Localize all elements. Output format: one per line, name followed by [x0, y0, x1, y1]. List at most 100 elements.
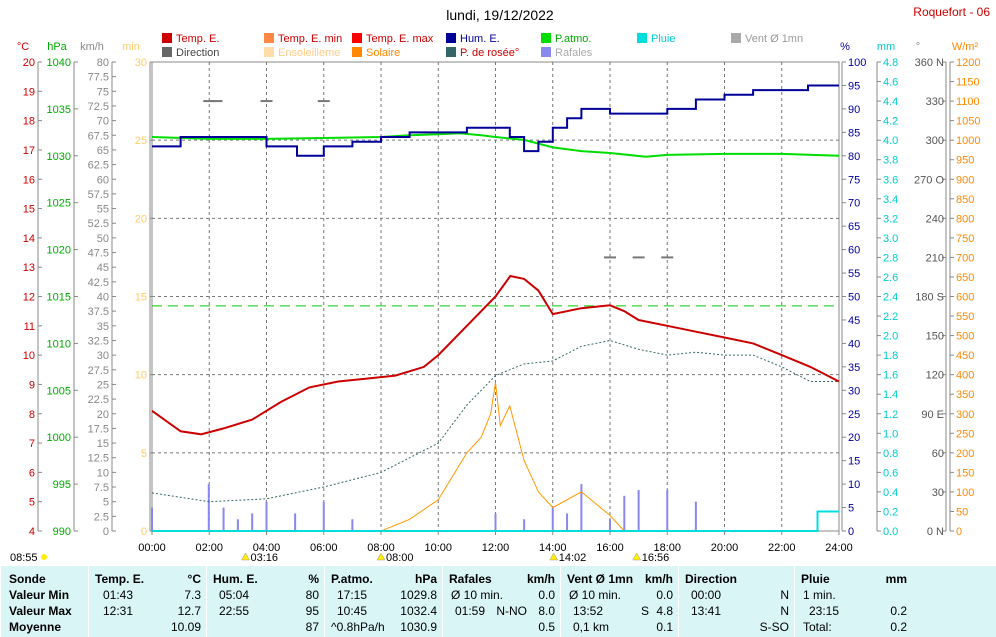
rain-axis-tick-label: 3.6 — [883, 174, 898, 186]
sunshine-axis-tick-label: 5 — [141, 448, 147, 460]
stats-temp: Temp. E. °C 01:43 7.3 12:31 12.7 10.09 — [88, 566, 207, 637]
wind-axis-tick-label: 2.5 — [94, 511, 109, 523]
legend-swatch — [637, 33, 647, 43]
x-tick-label: 22:00 — [768, 542, 796, 554]
pressure-axis-tick-label: 1030 — [47, 151, 71, 163]
gust-bar — [251, 513, 254, 531]
wind-axis-tick-label: 15 — [97, 438, 109, 450]
temp-unit: °C — [187, 572, 201, 586]
rain-axis-tick-label: 1.2 — [883, 409, 898, 421]
gust-bar — [523, 519, 526, 531]
temp-axis-tick-label: 7 — [29, 438, 35, 450]
gusts-max-time: 01:59 — [455, 604, 486, 618]
legend: Temp. E. Temp. E. min Temp. E. max Hum. E. P… — [162, 33, 803, 59]
temp-max-time: 12:31 — [103, 604, 134, 618]
humidity-axis-tick-label: 60 — [848, 245, 860, 257]
pressure-axis-tick-label: 1005 — [47, 385, 71, 397]
humidity-axis-tick-label: 20 — [848, 432, 860, 444]
gust-bar — [580, 484, 583, 531]
gusts-max-direction: N-NO — [496, 604, 527, 618]
gust-bar — [494, 513, 497, 531]
direction-axis-tick-label: 180 S — [915, 292, 944, 304]
legend-label: Temp. E. min — [278, 33, 342, 45]
legend-label: P.atmo. — [555, 33, 592, 45]
pressure-unit: hPa — [414, 572, 437, 586]
temp-average: 10.09 — [170, 620, 201, 634]
direction-r2-time: 13:41 — [691, 604, 722, 618]
humidity-axis-tick-label: 50 — [848, 292, 860, 304]
legend-label: Vent Ø 1mn — [745, 33, 803, 45]
direction-axis-tick-label: 210 — [926, 252, 944, 264]
pressure-max-time: 10:45 — [337, 604, 368, 618]
temp-header: Temp. E. — [95, 572, 145, 586]
solar-axis-tick-label: 600 — [956, 292, 974, 304]
wind-axis-tick-label: 7.5 — [94, 482, 109, 494]
x-tick-label: 18:00 — [653, 542, 681, 554]
legend-label: Direction — [176, 47, 219, 59]
humidity-axis-tick-label: 65 — [848, 221, 860, 233]
wind-axis-unit: km/h — [80, 41, 104, 53]
sun-marker — [241, 552, 250, 561]
wind-axis-tick-label: 25 — [97, 379, 109, 391]
row-label-sonde: Sonde — [9, 572, 46, 586]
temp-min-time: 01:43 — [103, 588, 134, 602]
direction-header: Direction — [685, 572, 738, 586]
wind-axis-tick-label: 60 — [97, 174, 109, 186]
temp-axis-tick-label: 20 — [23, 57, 35, 69]
x-tick-label: 04:00 — [253, 542, 281, 554]
solar-axis-tick-label: 100 — [956, 487, 974, 499]
solar-axis-tick-label: 50 — [956, 506, 968, 518]
stats-panel: Sonde Valeur Min Valeur Max Moyenne Temp… — [0, 566, 996, 637]
wind-axis-tick-label: 72.5 — [88, 101, 109, 113]
legend-swatch — [162, 47, 172, 57]
direction-r2-value: N — [780, 604, 789, 618]
solar-axis-unit: W/m² — [952, 41, 979, 53]
solar-axis-tick-label: 1100 — [956, 96, 980, 108]
pressure-axis-tick-label: 995 — [53, 479, 71, 491]
wind-axis-tick-label: 77.5 — [88, 72, 109, 84]
solar-axis-tick-label: 1200 — [956, 57, 980, 69]
temp-axis-tick-label: 9 — [29, 379, 35, 391]
hum-min-value: 80 — [305, 588, 319, 602]
wind-axis-tick-label: 57.5 — [88, 189, 109, 201]
temp-axis-tick-label: 17 — [23, 145, 35, 157]
pressure-average: 1030.9 — [400, 620, 437, 634]
direction-axis-tick-label: 240 — [926, 213, 944, 225]
wind-axis-tick-label: 50 — [97, 233, 109, 245]
legend-swatch — [352, 47, 362, 57]
humidity-axis-tick-label: 100 — [848, 57, 866, 69]
rain-header: Pluie — [801, 572, 830, 586]
gust-bar — [637, 489, 640, 531]
solar-axis-tick-label: 350 — [956, 389, 974, 401]
wind-axis-tick-label: 47.5 — [88, 248, 109, 260]
temp-axis-unit: °C — [17, 41, 29, 53]
sun-marker — [632, 552, 642, 561]
stats-pressure: P.atmo. hPa 17:15 1029.8 10:45 1032.4 ^0… — [324, 566, 443, 637]
gusts-avg10-label: Ø 10 min. — [451, 588, 504, 602]
solar-axis-tick-label: 200 — [956, 448, 974, 460]
rain-axis-tick-label: 4.0 — [883, 135, 898, 147]
pressure-axis-tick-label: 1010 — [47, 338, 71, 350]
wind-axis-tick-label: 65 — [97, 145, 109, 157]
wind-axis-tick-label: 32.5 — [88, 335, 109, 347]
direction-axis-unit: ° — [916, 41, 920, 53]
sunshine-axis-tick-label: 25 — [135, 135, 147, 147]
gust-bar — [207, 484, 210, 531]
solar-axis-tick-label: 950 — [956, 155, 974, 167]
rain-axis-tick-label: 1.8 — [883, 350, 898, 362]
sun-marker-label: 03:16 — [251, 552, 279, 564]
sunrise-label: 08:55 — [10, 552, 38, 564]
rain-axis-tick-label: 0.8 — [883, 448, 898, 460]
sunshine-axis-tick-label: 20 — [135, 213, 147, 225]
legend-label: Temp. E. — [176, 33, 219, 45]
legend-swatch — [264, 47, 274, 57]
wind-axis-tick-label: 62.5 — [88, 160, 109, 172]
humidity-axis-tick-label: 75 — [848, 174, 860, 186]
wind-axis-tick-label: 12.5 — [88, 453, 109, 465]
x-tick-label: 00:00 — [138, 542, 166, 554]
rain-total-value: 0.2 — [890, 620, 907, 634]
x-tick-label: 14:00 — [539, 542, 567, 554]
hum-max-value: 95 — [305, 604, 319, 618]
pressure-header: P.atmo. — [331, 572, 373, 586]
gust-bar — [351, 519, 354, 531]
